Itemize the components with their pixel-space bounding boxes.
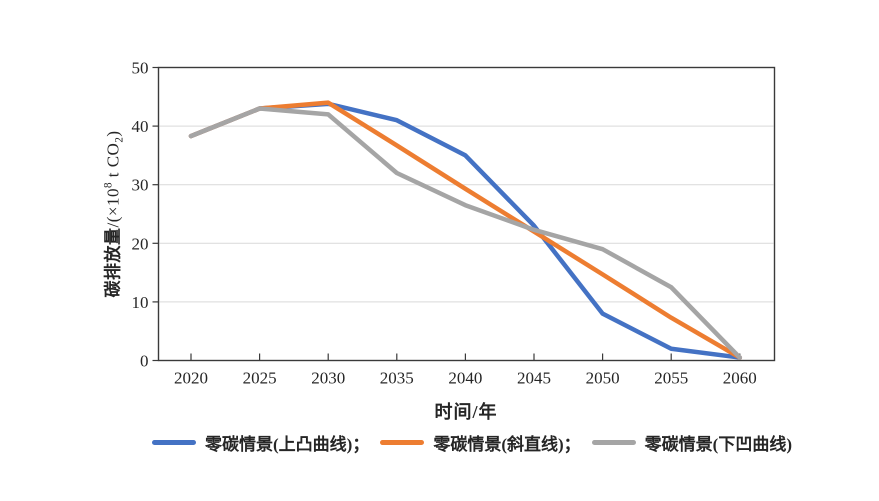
x-axis-title: 时间/年 (434, 402, 498, 422)
y-tick-label: 30 (132, 176, 149, 195)
legend-label-convex: 零碳情景(上凸曲线)； (205, 435, 370, 454)
y-axis-title-superscript: 8 (102, 182, 115, 189)
legend-line-swatch-concave (591, 440, 636, 445)
x-tick-label: 2020 (174, 369, 208, 388)
y-axis-title-subscript: 2 (113, 136, 126, 143)
y-tick-label: 0 (140, 352, 149, 371)
y-tick-label: 10 (132, 293, 149, 312)
plot-border (157, 66, 776, 362)
legend-label-straight: 零碳情景(斜直线)； (433, 435, 581, 454)
y-axis-title: 碳排放量/(×108 t CO2) (98, 130, 126, 298)
x-tick-label: 2025 (243, 369, 277, 388)
legend-item-convex: 零碳情景(上凸曲线)； (152, 430, 369, 455)
y-axis-title-mid: t CO (103, 142, 123, 183)
legend-label-concave: 零碳情景(下凹曲线) (644, 435, 792, 454)
y-tick-label: 40 (132, 117, 149, 136)
chart-legend: 零碳情景(上凸曲线)； 零碳情景(斜直线)； 零碳情景(下凹曲线) (152, 430, 792, 455)
y-axis-title-pre: /(×10 (103, 188, 123, 228)
x-tick-label: 2050 (586, 369, 620, 388)
y-axis-title-post: ) (103, 130, 123, 137)
legend-item-straight: 零碳情景(斜直线)； (380, 430, 581, 455)
y-tick-label: 50 (132, 59, 149, 78)
series-line-convex (188, 101, 743, 360)
x-tick-label: 2035 (380, 369, 414, 388)
legend-item-concave: 零碳情景(下凹曲线) (591, 430, 792, 455)
series-line-straight (188, 100, 743, 360)
y-axis-title-cjk: 碳排放量 (103, 227, 123, 298)
legend-line-swatch-straight (380, 440, 425, 445)
x-tick-label: 2040 (448, 369, 482, 388)
x-tick-label: 2055 (654, 369, 688, 388)
x-tick-label: 2030 (311, 369, 345, 388)
series-line-concave (188, 106, 743, 360)
x-tick-label: 2060 (723, 369, 757, 388)
legend-line-swatch-convex (152, 440, 196, 445)
x-tick-label: 2045 (517, 369, 551, 388)
y-tick-label: 20 (132, 234, 149, 253)
